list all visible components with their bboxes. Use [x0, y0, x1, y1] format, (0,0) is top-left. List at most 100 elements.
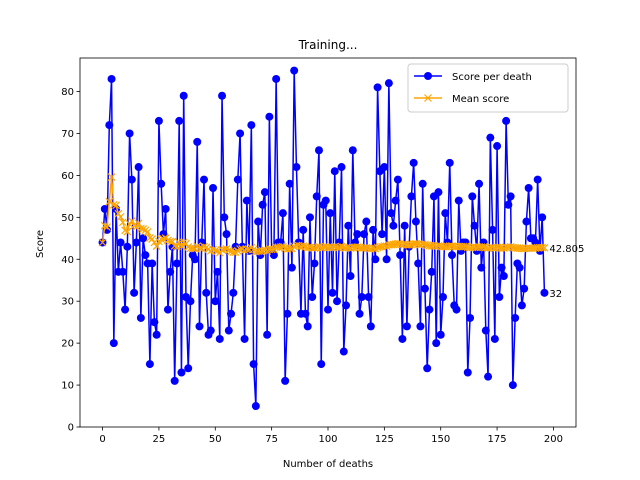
score-point [477, 263, 486, 272]
y-tick-label: 10 [61, 381, 74, 392]
score-point [438, 293, 447, 302]
score-point [396, 251, 405, 260]
mean-point [188, 244, 197, 253]
score-point [220, 213, 229, 222]
score-point [202, 288, 211, 297]
mean-point [152, 242, 161, 251]
score-point [355, 309, 364, 318]
score-point [195, 322, 204, 331]
mean-point [159, 235, 168, 243]
score-point [511, 313, 520, 322]
mean-point [103, 223, 111, 232]
score-point [222, 230, 231, 239]
mean-point [236, 245, 244, 253]
mean-point [107, 173, 116, 182]
score-point [134, 163, 143, 172]
score-point [166, 267, 175, 276]
score-point [326, 209, 335, 218]
score-point [420, 284, 429, 293]
score-point [360, 230, 369, 239]
score-point [540, 288, 549, 297]
score-point [242, 196, 251, 205]
mean-point [150, 238, 159, 247]
score-point [215, 334, 224, 343]
score-point [393, 175, 402, 184]
score-point [411, 217, 420, 226]
score-point [357, 293, 366, 302]
score-point [382, 255, 391, 264]
y-tick-label: 80 [61, 87, 74, 98]
mean-point [157, 235, 166, 244]
score-point [506, 192, 515, 201]
score-point [452, 305, 461, 314]
mean-point [164, 236, 172, 245]
score-point [283, 309, 292, 318]
score-point [175, 116, 184, 125]
score-point [409, 158, 418, 167]
score-point [150, 318, 159, 327]
score-point [324, 305, 332, 314]
score-point [484, 372, 493, 381]
score-point [353, 230, 362, 239]
score-point [236, 129, 245, 138]
score-point [240, 334, 249, 343]
x-tick-label: 100 [318, 434, 337, 445]
score-point [132, 238, 141, 247]
score-point [416, 322, 425, 331]
score-point [159, 230, 168, 239]
score-point [493, 142, 502, 151]
score-point [145, 360, 154, 369]
mean-point [105, 197, 114, 206]
score-point [299, 225, 308, 234]
score-point [402, 322, 411, 331]
score-point [139, 234, 148, 243]
score-point [362, 217, 371, 226]
y-tick-label: 0 [68, 423, 74, 434]
mean-point [267, 245, 276, 254]
score-point [136, 313, 145, 322]
x-tick-label: 175 [488, 434, 507, 445]
legend-box [407, 63, 569, 113]
score-point [118, 267, 127, 276]
x-tick-label: 75 [265, 434, 278, 445]
score-point [418, 179, 427, 188]
score-point [127, 175, 136, 184]
score-point [538, 213, 547, 222]
score-point [344, 221, 353, 230]
mean-point [256, 247, 265, 256]
score-point [301, 309, 310, 318]
score-point [391, 196, 400, 205]
score-point [269, 251, 278, 260]
score-end-label: 32 [549, 289, 562, 300]
score-point [522, 217, 531, 226]
mean-point [224, 246, 233, 255]
score-point [502, 116, 511, 125]
score-point [161, 204, 170, 213]
score-point [163, 305, 172, 314]
x-tick-label: 50 [209, 434, 222, 445]
score-point [517, 301, 526, 310]
score-point [533, 175, 542, 184]
mean-point [118, 218, 127, 227]
mean-point [310, 244, 319, 252]
mean-point [276, 243, 285, 251]
score-point [125, 129, 134, 138]
score-point [427, 267, 436, 276]
score-point [321, 196, 330, 205]
y-axis-label: Score [35, 230, 46, 258]
score-point [481, 326, 490, 335]
mean-point [421, 240, 429, 249]
y-tick-label: 60 [61, 171, 74, 182]
score-point [292, 163, 301, 172]
mean-point [116, 212, 125, 221]
legend: Score per death Mean score [407, 63, 569, 113]
score-point [141, 251, 150, 260]
mean-point [143, 227, 152, 236]
score-point [475, 179, 484, 188]
mean-point [479, 243, 488, 251]
mean-point [229, 248, 238, 257]
score-point [504, 200, 513, 209]
mean-point [418, 240, 427, 249]
x-tick-label: 150 [431, 434, 450, 445]
score-point [369, 225, 378, 234]
